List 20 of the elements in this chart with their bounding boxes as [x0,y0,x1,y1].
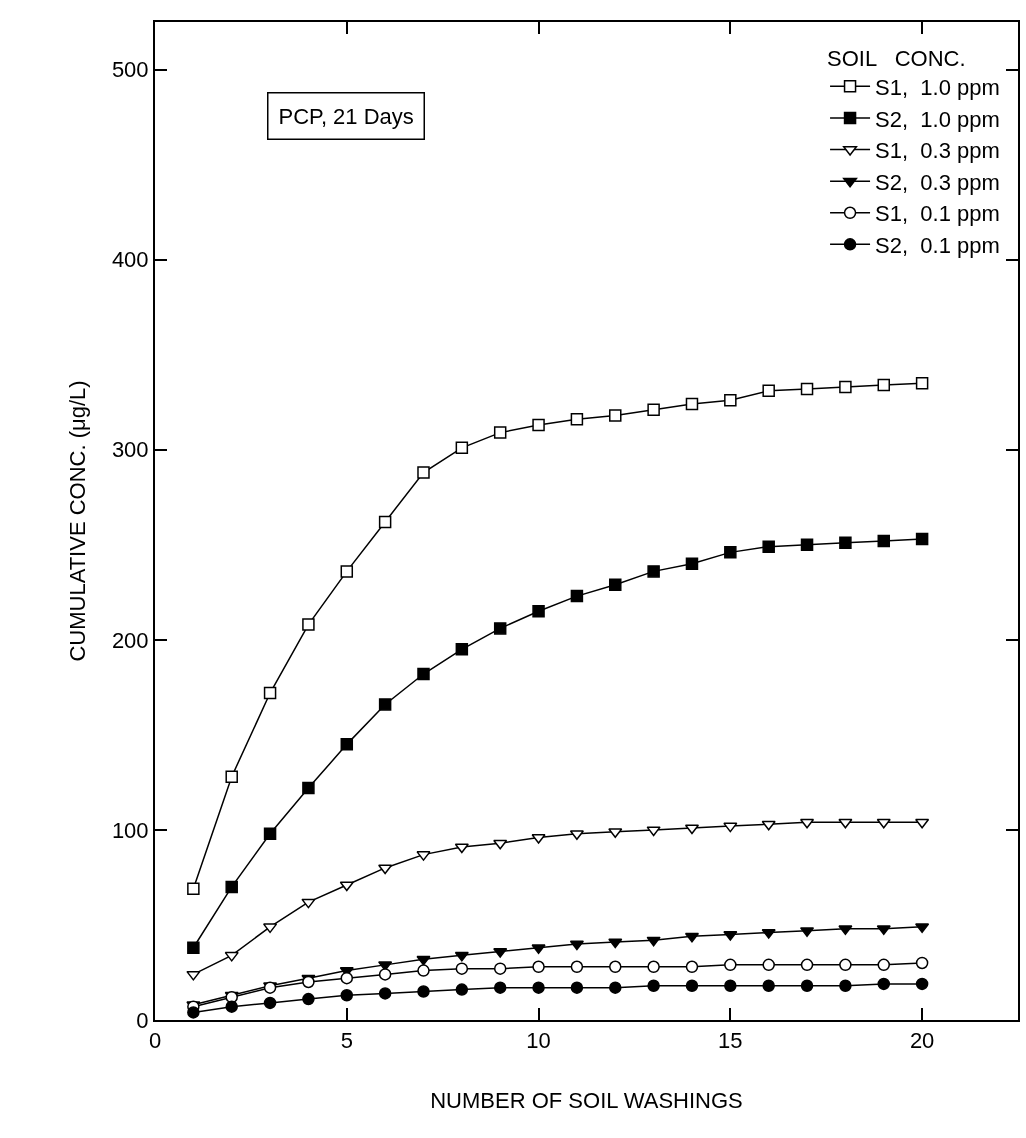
legend-label: S1, 1.0 ppm [875,74,1000,100]
legend-label: S2, 0.3 ppm [875,169,1000,195]
legend-label: S1, 0.1 ppm [875,201,1000,227]
x-tick-label: 20 [909,1028,935,1054]
x-tick-label: 15 [718,1028,743,1054]
y-tick-label: 0 [136,1007,149,1033]
annotation: PCP, 21 Days [278,103,414,129]
x-tick-label: 10 [526,1028,551,1054]
y-tick-label: 300 [111,437,149,463]
legend-title: SOIL CONC. [827,45,966,71]
x-axis-title: NUMBER OF SOIL WASHINGS [430,1087,743,1113]
y-axis-title: CUMULATIVE CONC. (μg/L) [65,380,91,662]
y-tick-label: 500 [111,57,149,83]
legend-label: S1, 0.3 ppm [875,138,1000,164]
legend-label: S2, 0.1 ppm [875,232,1000,258]
y-tick-label: 400 [111,247,149,273]
y-tick-label: 200 [111,627,149,653]
y-tick-label: 100 [111,817,149,843]
legend-label: S2, 1.0 ppm [875,106,1000,132]
x-tick-label: 5 [340,1028,353,1054]
